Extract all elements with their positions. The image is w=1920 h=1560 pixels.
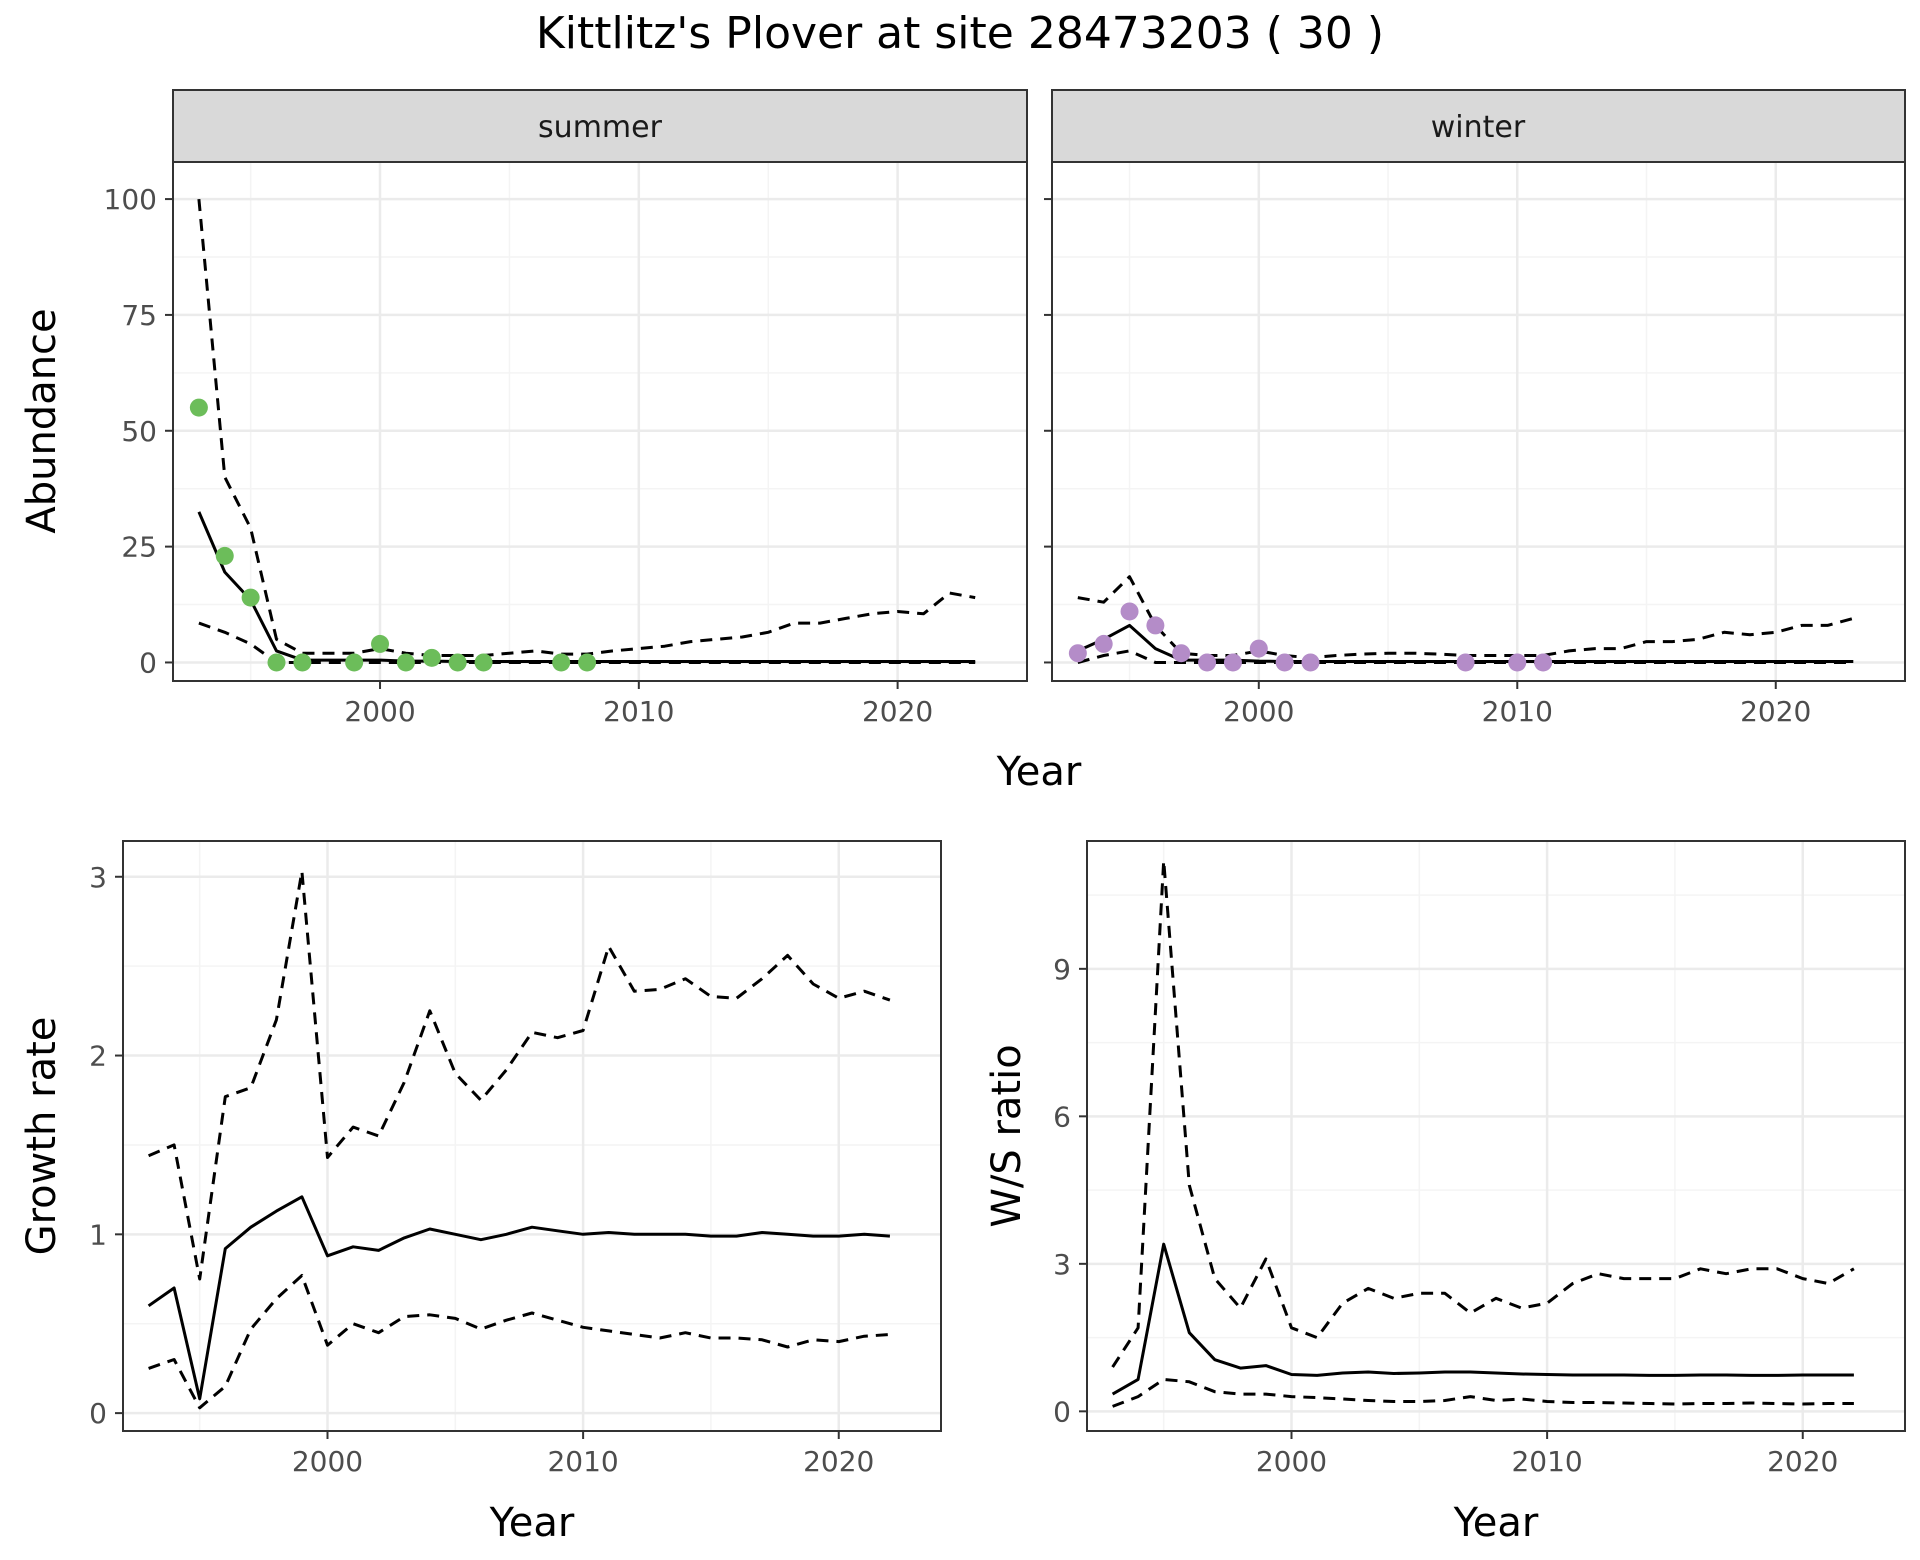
- winter-strip: [1051, 89, 1906, 163]
- winter-observed-point: [1094, 634, 1113, 653]
- summer-observed-point: [448, 653, 467, 672]
- winter-observed-point: [1198, 653, 1217, 672]
- summer-plot-background: [173, 162, 1027, 681]
- ws-ratio-panel: 2000 2010 2020 0 3 6 9: [1053, 840, 1906, 1478]
- growth-y-axis-title: Growth rate: [19, 1017, 65, 1256]
- growth-plot-frame: [122, 840, 942, 1432]
- winter-grid: [1052, 162, 1906, 681]
- summer-observed-point: [215, 546, 234, 565]
- summer-observed-point: [241, 588, 260, 607]
- winter-observed-point: [1508, 653, 1527, 672]
- ratio-x-axis-title: Year: [1453, 1500, 1539, 1546]
- summer-y-tick-label: 0: [139, 646, 157, 679]
- summer-y-tick-label: 50: [121, 415, 157, 448]
- winter-observed-point: [1534, 653, 1553, 672]
- growth-y-tick-label: 2: [89, 1040, 107, 1073]
- summer-points: [189, 398, 597, 672]
- ratio-lines: [1111, 859, 1855, 1408]
- summer-strip-label: summer: [538, 110, 663, 145]
- summer-observed-point: [396, 653, 415, 672]
- winter-observed-point: [1275, 653, 1294, 672]
- winter-observed-point: [1172, 644, 1191, 663]
- winter-x-tick-label: 2000: [1223, 695, 1294, 728]
- summer-y-tick-label: 75: [121, 299, 157, 332]
- summer-observed-point: [345, 653, 364, 672]
- growth-lines: [147, 869, 891, 1410]
- growth-lower-line: [148, 1274, 890, 1410]
- winter-plot-frame: [1051, 161, 1906, 682]
- summer-observed-point: [371, 634, 390, 653]
- ratio-estimate-line: [1111, 1242, 1854, 1396]
- winter-strip-label: winter: [1431, 110, 1526, 145]
- winter-points: [1068, 602, 1553, 672]
- ratio-y-tick-label: 6: [1053, 1100, 1071, 1133]
- winter-observed-point: [1223, 653, 1242, 672]
- growth-y-tick-label: 3: [89, 861, 107, 894]
- ratio-x-axis: 2000 2010 2020: [1256, 1431, 1838, 1478]
- ratio-upper-line: [1111, 859, 1855, 1368]
- growth-rate-panel: 2000 2010 2020 0 1 2 3: [89, 840, 942, 1478]
- winter-observed-point: [1301, 653, 1320, 672]
- summer-strip: [172, 89, 1028, 163]
- ratio-plot-background: [1087, 841, 1905, 1431]
- winter-observed-point: [1146, 616, 1165, 635]
- growth-x-axis: 2000 2010 2020: [292, 1431, 874, 1478]
- summer-observed-point: [422, 648, 441, 667]
- winter-observed-point: [1456, 653, 1475, 672]
- ratio-y-axis-title: W/S ratio: [984, 1044, 1030, 1227]
- summer-abundance-panel: summer 2000 2010 2020 0 25 50 75 100: [104, 89, 1028, 728]
- ratio-x-tick-label: 2000: [1256, 1445, 1327, 1478]
- growth-x-tick-label: 2010: [547, 1445, 618, 1478]
- top-x-axis-title: Year: [996, 749, 1082, 795]
- growth-x-tick-label: 2020: [803, 1445, 874, 1478]
- ratio-y-axis: 0 3 6 9: [1053, 953, 1087, 1428]
- summer-y-axis: 0 25 50 75 100: [104, 183, 173, 679]
- ratio-y-tick-label: 3: [1053, 1248, 1071, 1281]
- summer-x-tick-label: 2020: [862, 695, 933, 728]
- summer-observed-point: [578, 653, 597, 672]
- winter-observed-point: [1120, 602, 1139, 621]
- growth-x-tick-label: 2000: [292, 1445, 363, 1478]
- growth-estimate-line: [147, 1195, 891, 1401]
- summer-x-tick-label: 2000: [344, 695, 415, 728]
- growth-y-axis: 0 1 2 3: [89, 861, 123, 1430]
- winter-observed-point: [1068, 644, 1087, 663]
- winter-x-tick-label: 2020: [1740, 695, 1811, 728]
- winter-x-tick-label: 2010: [1482, 695, 1553, 728]
- ratio-plot-frame: [1086, 840, 1906, 1432]
- summer-observed-point: [189, 398, 208, 417]
- winter-plot-background: [1052, 162, 1905, 681]
- summer-observed-point: [474, 653, 493, 672]
- growth-y-tick-label: 1: [89, 1218, 107, 1251]
- summer-y-tick-label: 25: [121, 531, 157, 564]
- summer-observed-point: [293, 653, 312, 672]
- growth-y-tick-label: 0: [89, 1397, 107, 1430]
- ratio-x-tick-label: 2020: [1767, 1445, 1838, 1478]
- summer-observed-point: [552, 653, 571, 672]
- summer-x-axis: 2000 2010 2020: [344, 681, 933, 728]
- abundance-y-axis-title: Abundance: [19, 308, 65, 533]
- ratio-lower-line: [1112, 1377, 1854, 1408]
- ratio-y-tick-label: 9: [1053, 953, 1071, 986]
- summer-x-tick-label: 2010: [603, 695, 674, 728]
- summer-observed-point: [267, 653, 286, 672]
- winter-observed-point: [1249, 639, 1268, 658]
- growth-plot-background: [123, 841, 941, 1431]
- winter-abundance-panel: winter 2000 2010 2020: [1044, 89, 1906, 728]
- ratio-grid: [1087, 841, 1905, 1431]
- ratio-x-tick-label: 2010: [1511, 1445, 1582, 1478]
- ratio-y-tick-label: 0: [1053, 1395, 1071, 1428]
- chart-title: Kittlitz's Plover at site 28473203 ( 30 …: [536, 8, 1384, 59]
- summer-y-tick-label: 100: [104, 183, 157, 216]
- summer-plot-frame: [172, 161, 1028, 682]
- growth-x-axis-title: Year: [489, 1500, 575, 1546]
- winter-x-axis: 2000 2010 2020: [1223, 681, 1811, 728]
